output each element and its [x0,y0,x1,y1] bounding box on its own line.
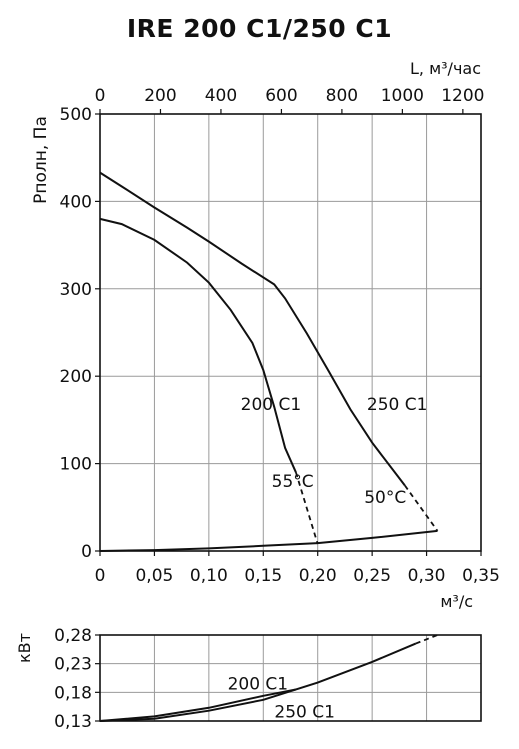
x-top-tick-label: 600 [265,86,297,106]
power-plot-area [100,635,481,721]
series-dashed-250-c1 [404,484,439,532]
x-tick-label: 0,35 [462,566,500,586]
x-top-tick-label: 400 [205,86,237,106]
series-line-200-c1 [99,217,297,473]
y-tick-label: 400 [60,192,92,212]
power-y-tick-label: 0,23 [54,655,92,675]
power-y-tick-label: 0,13 [54,712,92,732]
y-axis-label: Рполн, Па [31,116,51,204]
x-tick-label: 0,05 [135,566,173,586]
x-tick-label: 0,20 [299,566,337,586]
x-top-tick-label: 0 [95,86,106,106]
x-axis-label: м³/с [440,592,473,611]
power-plot-frame [99,634,482,722]
y-tick-label: 0 [81,542,92,562]
series-dashed-200-c1 [295,472,319,545]
y-tick-label: 500 [60,105,92,125]
plot-area [100,114,481,551]
series-line-system [99,529,438,552]
power-series-dashed-250-c1 [415,634,438,645]
x-top-tick-label: 200 [144,86,176,106]
x-tick-label: 0,15 [244,566,282,586]
series-line-250-c1 [99,171,406,487]
x-tick-label: 0,10 [190,566,228,586]
plot-frame [99,113,482,552]
power-y-axis-label: кВт [15,633,34,663]
x-top-tick-label: 1000 [381,86,424,106]
annotation-label: 50°C [364,488,406,508]
annotation-label: 250 C1 [367,395,428,415]
annotation-label: 200 C1 [241,395,302,415]
chart-title: IRE 200 C1/250 C1 [126,14,393,43]
power-y-tick-label: 0,28 [54,626,92,646]
x-tick-label: 0 [95,566,106,586]
power-y-tick-label: 0,18 [54,683,92,703]
x-top-tick-label: 1200 [441,86,484,106]
x-top-axis-label: L, м³/час [410,59,481,78]
x-tick-label: 0,30 [408,566,446,586]
y-tick-label: 300 [60,280,92,300]
x-top-tick-label: 800 [326,86,358,106]
power-series-line-250-c1 [99,642,417,722]
power-annotation-label: 200 C1 [228,675,289,695]
y-tick-label: 200 [60,367,92,387]
y-tick-label: 100 [60,455,92,475]
power-series-line-200-c1 [99,688,297,722]
power-annotation-label: 250 C1 [274,702,335,722]
annotation-label: 55°C [272,472,314,492]
x-tick-label: 0,25 [353,566,391,586]
